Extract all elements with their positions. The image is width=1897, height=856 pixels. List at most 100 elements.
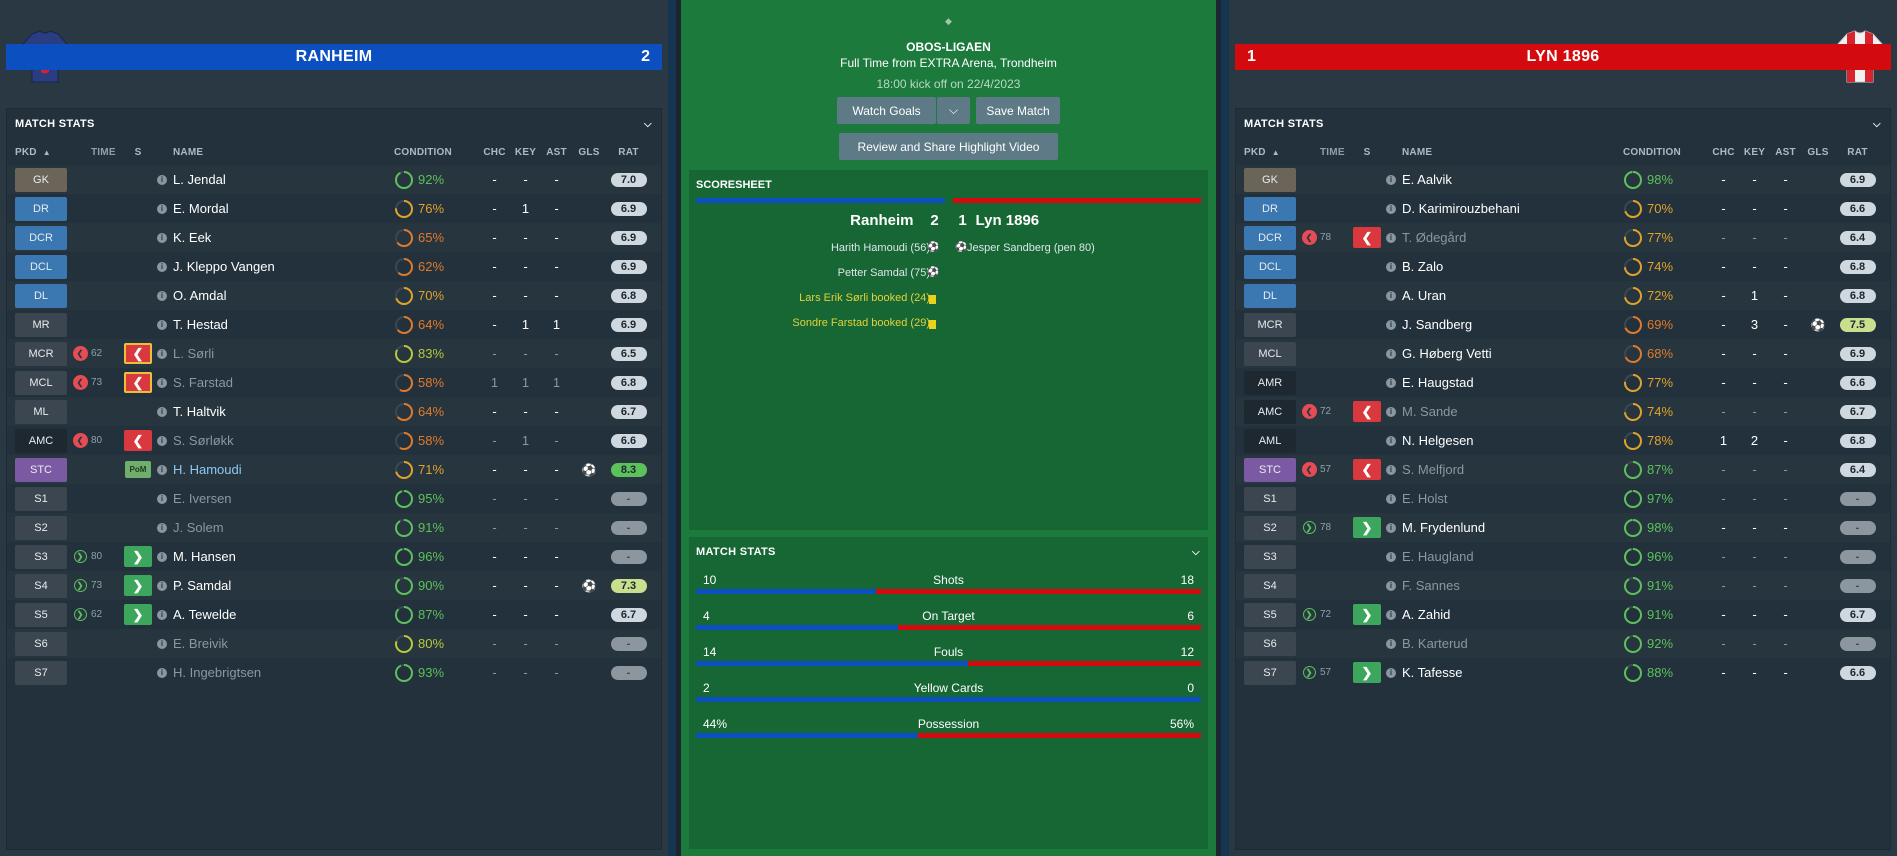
player-name[interactable]: P. Samdal	[173, 578, 232, 593]
info-icon[interactable]: i	[1386, 464, 1396, 475]
sort-up-icon[interactable]: ▲	[42, 147, 51, 157]
player-name[interactable]: K. Eek	[173, 230, 212, 245]
player-row[interactable]: ML i T. Haltvik 64% - - - 6.7	[7, 397, 661, 426]
player-name[interactable]: F. Sannes	[1402, 578, 1460, 593]
player-name[interactable]: T. Hestad	[173, 317, 228, 332]
player-name[interactable]: K. Tafesse	[1402, 665, 1463, 680]
player-name[interactable]: M. Frydenlund	[1402, 520, 1486, 535]
col-s[interactable]: S	[134, 146, 142, 158]
player-row[interactable]: AMC ❮ 72 ❮ i M. Sande 74% - - - 6.7	[1236, 397, 1890, 426]
scoreline-away-name[interactable]: Lyn 1896	[975, 212, 1040, 229]
sub-off-arrow-icon[interactable]: ❮	[1353, 227, 1381, 248]
col-s[interactable]: S	[1363, 146, 1371, 158]
save-match-button[interactable]: Save Match	[976, 97, 1060, 124]
col-condition[interactable]: CONDITION	[394, 146, 452, 158]
player-name[interactable]: E. Breivik	[173, 636, 228, 651]
player-name[interactable]: N. Helgesen	[1402, 433, 1474, 448]
sub-off-arrow-icon[interactable]: ❮	[124, 372, 152, 393]
away-event[interactable]: Jesper Sandberg (pen 80)	[967, 242, 1095, 254]
sub-off-arrow-icon[interactable]: ❮	[1353, 459, 1381, 480]
sub-off-arrow-icon[interactable]: ❮	[1353, 401, 1381, 422]
info-icon[interactable]: i	[1386, 551, 1396, 562]
player-row[interactable]: S2 ❯ 78 ❯ i M. Frydenlund 98% - - - -	[1236, 513, 1890, 542]
col-name[interactable]: NAME	[1402, 146, 1433, 158]
sort-up-icon[interactable]: ▲	[1271, 147, 1280, 157]
col-time[interactable]: TIME	[1320, 146, 1345, 158]
info-icon[interactable]: i	[1386, 319, 1396, 330]
player-row[interactable]: STC ❮ 57 ❮ i S. Melfjord 87% - - - 6.4	[1236, 455, 1890, 484]
col-condition[interactable]: CONDITION	[1623, 146, 1681, 158]
sub-on-arrow-icon[interactable]: ❯	[124, 604, 152, 625]
col-key[interactable]: KEY	[1743, 146, 1766, 158]
sub-on-arrow-icon[interactable]: ❯	[1353, 604, 1381, 625]
home-team-name[interactable]: RANHEIM	[295, 48, 373, 65]
info-icon[interactable]: i	[1386, 406, 1396, 417]
player-row[interactable]: S5 ❯ 72 ❯ i A. Zahid 91% - - - 6.7	[1236, 600, 1890, 629]
player-name[interactable]: B. Zalo	[1402, 259, 1444, 274]
player-row[interactable]: S7 i H. Ingebrigtsen 93% - - - -	[7, 658, 661, 687]
player-row[interactable]: DL i O. Amdal 70% - - - 6.8	[7, 281, 661, 310]
player-row[interactable]: S6 i B. Karterud 92% - - - -	[1236, 629, 1890, 658]
player-row[interactable]: DR i D. Karimirouzbehani 70% - - - 6.6	[1236, 194, 1890, 223]
player-row[interactable]: S7 ❯ 57 ❯ i K. Tafesse 88% - - - 6.6	[1236, 658, 1890, 687]
info-icon[interactable]: i	[1386, 348, 1396, 359]
info-icon[interactable]: i	[1386, 290, 1396, 301]
col-ast[interactable]: AST	[546, 146, 567, 158]
player-name[interactable]: T. Haltvik	[173, 404, 226, 419]
info-icon[interactable]: i	[1386, 261, 1396, 272]
info-icon[interactable]: i	[1386, 232, 1396, 243]
col-pkd[interactable]: PKD	[15, 146, 37, 158]
home-event[interactable]: Petter Samdal (75)	[837, 267, 930, 279]
info-icon[interactable]: i	[1386, 522, 1396, 533]
info-icon[interactable]: i	[157, 609, 167, 620]
player-row[interactable]: S1 i E. Iversen 95% - - - -	[7, 484, 661, 513]
home-event[interactable]: Sondre Farstad booked (29)	[792, 317, 930, 329]
col-chc[interactable]: CHC	[1712, 146, 1735, 158]
player-name[interactable]: T. Ødegård	[1402, 230, 1467, 245]
player-row[interactable]: S3 ❯ 80 ❯ i M. Hansen 96% - - - -	[7, 542, 661, 571]
info-icon[interactable]: i	[157, 319, 167, 330]
info-icon[interactable]: i	[1386, 493, 1396, 504]
player-row[interactable]: MCL ❮ 73 ❮ i S. Farstad 58% 1 1 1 6.8	[7, 368, 661, 397]
player-name[interactable]: G. Høberg Vetti	[1402, 346, 1492, 361]
player-name[interactable]: D. Karimirouzbehani	[1402, 201, 1520, 216]
player-name[interactable]: E. Haugland	[1402, 549, 1474, 564]
player-name[interactable]: M. Hansen	[173, 549, 236, 564]
player-name[interactable]: O. Amdal	[173, 288, 227, 303]
scoreline-home-name[interactable]: Ranheim	[850, 212, 914, 229]
player-name[interactable]: S. Sørløkk	[173, 433, 234, 448]
player-name[interactable]: A. Zahid	[1402, 607, 1451, 622]
col-time[interactable]: TIME	[91, 146, 116, 158]
player-name[interactable]: A. Uran	[1402, 288, 1447, 303]
info-icon[interactable]: i	[157, 493, 167, 504]
col-rat[interactable]: RAT	[618, 146, 639, 158]
chevron-down-icon[interactable]: ⌵	[1873, 118, 1881, 130]
home-event[interactable]: Harith Hamoudi (56)	[830, 242, 930, 254]
player-name[interactable]: H. Ingebrigtsen	[173, 665, 262, 680]
info-icon[interactable]: i	[1386, 435, 1396, 446]
info-icon[interactable]: i	[157, 290, 167, 301]
player-name[interactable]: E. Holst	[1402, 491, 1448, 506]
col-rat[interactable]: RAT	[1847, 146, 1868, 158]
info-icon[interactable]: i	[157, 377, 167, 388]
info-icon[interactable]: i	[1386, 580, 1396, 591]
player-row[interactable]: S6 i E. Breivik 80% - - - -	[7, 629, 661, 658]
player-row[interactable]: DCR i K. Eek 65% - - - 6.9	[7, 223, 661, 252]
info-icon[interactable]: i	[157, 174, 167, 185]
player-row[interactable]: MCL i G. Høberg Vetti 68% - - - 6.9	[1236, 339, 1890, 368]
player-row[interactable]: S5 ❯ 62 ❯ i A. Tewelde 87% - - - 6.7	[7, 600, 661, 629]
player-row[interactable]: GK i E. Aalvik 98% - - - 6.9	[1236, 165, 1890, 194]
player-row[interactable]: DR i E. Mordal 76% - 1 - 6.9	[7, 194, 661, 223]
info-icon[interactable]: i	[157, 638, 167, 649]
player-name[interactable]: H. Hamoudi	[173, 462, 242, 477]
player-row[interactable]: S3 i E. Haugland 96% - - - -	[1236, 542, 1890, 571]
player-name[interactable]: E. Aalvik	[1402, 172, 1452, 187]
player-row[interactable]: MCR i J. Sandberg 69% - 3 - ⚽ 7.5	[1236, 310, 1890, 339]
player-name[interactable]: S. Melfjord	[1402, 462, 1465, 477]
player-row[interactable]: MCR ❮ 62 ❮ i L. Sørli 83% - - - 6.5	[7, 339, 661, 368]
info-icon[interactable]: i	[1386, 377, 1396, 388]
info-icon[interactable]: i	[1386, 609, 1396, 620]
player-row[interactable]: DCR ❮ 78 ❮ i T. Ødegård 77% - - - 6.4	[1236, 223, 1890, 252]
sub-off-arrow-icon[interactable]: ❮	[124, 343, 152, 364]
col-pkd[interactable]: PKD	[1244, 146, 1266, 158]
